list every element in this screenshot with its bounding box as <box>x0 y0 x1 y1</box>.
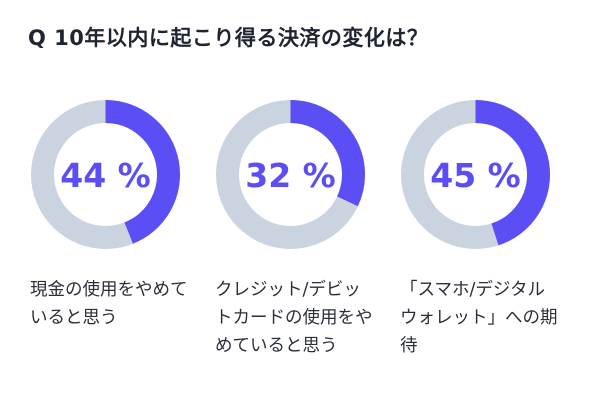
donut-chart-wallet: 45 % <box>401 100 550 249</box>
chart-title: Q 10年以内に起こり得る決済の変化は？ <box>28 26 429 50</box>
caption-wallet: 「スマホ/デジタルウォレット」への期待 <box>400 280 558 356</box>
donut-highlight-arc <box>475 100 550 246</box>
donut-chart-cash: 44 % <box>31 100 180 249</box>
donut-highlight-arc <box>290 100 365 207</box>
donut-highlight-arc <box>105 100 180 244</box>
caption-cash: 現金の使用をやめていると思う <box>30 280 188 328</box>
donut-value-label: 45 % <box>430 156 520 195</box>
donut-value-label: 44 % <box>60 156 150 195</box>
donut-chart-card: 32 % <box>216 100 365 249</box>
donut-value-label: 32 % <box>245 156 335 195</box>
caption-card: クレジット/デビットカードの使用をやめていると思う <box>215 280 373 356</box>
